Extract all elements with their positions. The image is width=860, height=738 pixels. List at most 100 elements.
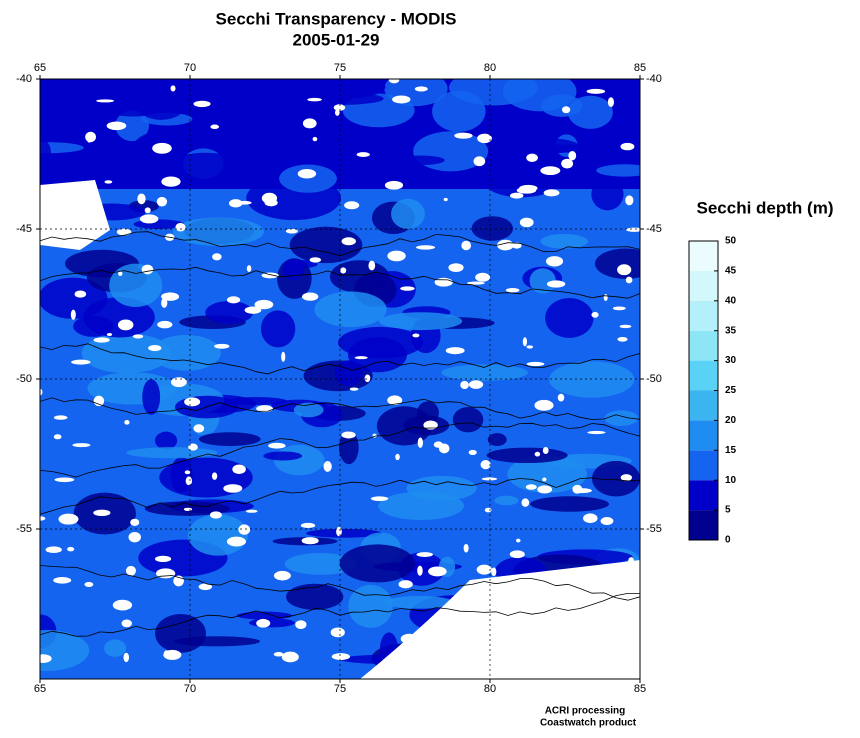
- map-frame: [39, 78, 641, 680]
- cloud-patch: [620, 142, 635, 151]
- cloud-patch: [443, 197, 448, 202]
- cloud-patch: [543, 189, 560, 197]
- water-patch: [104, 639, 127, 657]
- cloud-patch: [281, 351, 286, 362]
- cloud-patch: [232, 464, 246, 475]
- cloud-patch: [118, 271, 123, 277]
- cloud-patch: [526, 153, 538, 162]
- water-patch: [540, 233, 589, 249]
- water-patch: [286, 583, 344, 610]
- water-patch: [487, 433, 507, 447]
- cloud-patch: [312, 136, 318, 142]
- map-subtitle: 2005-01-29: [293, 30, 380, 49]
- cloud-patch: [185, 476, 193, 486]
- cloud-patch: [238, 524, 251, 535]
- cloud-patch: [198, 583, 213, 591]
- water-patch: [293, 402, 324, 418]
- x-tick-label: 75: [334, 683, 346, 695]
- water-patch: [376, 406, 433, 446]
- water-patch: [604, 410, 639, 426]
- cloud-patch: [112, 599, 133, 611]
- cloud-patch: [184, 470, 191, 475]
- cloud-patch: [40, 180, 110, 250]
- cloud-patch: [273, 652, 284, 657]
- cloud-patch: [423, 420, 438, 430]
- cloud-patch: [509, 550, 525, 559]
- cloud-patch: [121, 619, 132, 628]
- colorbar-tick-label: 45: [725, 266, 737, 277]
- cloud-patch: [58, 513, 79, 525]
- cloud-patch: [473, 156, 486, 167]
- cloud-patch: [157, 320, 173, 329]
- water-patch: [339, 544, 416, 583]
- water-patch: [155, 614, 207, 653]
- cloud-patch: [468, 380, 484, 389]
- cloud-patch: [156, 196, 168, 207]
- colorbar-bin: [689, 300, 718, 331]
- cloud-patch: [175, 223, 186, 232]
- cloud-patch: [542, 477, 547, 482]
- water-patch: [529, 268, 556, 294]
- cloud-patch: [364, 374, 371, 383]
- map-image: [40, 79, 640, 679]
- cloud-patch: [163, 649, 182, 660]
- cloud-patch: [334, 109, 340, 116]
- water-patch: [73, 315, 114, 337]
- y-tick-label: -40: [646, 73, 662, 85]
- cloud-patch: [297, 168, 317, 179]
- cloud-patch: [625, 227, 640, 232]
- cloud-patch: [124, 420, 130, 425]
- cloud-patch: [161, 298, 168, 308]
- cloud-patch: [568, 150, 577, 161]
- cloud-patch: [309, 257, 322, 263]
- cloud-patch: [468, 449, 477, 456]
- x-tick-label: 85: [634, 683, 646, 695]
- cloud-patch: [491, 567, 497, 577]
- cloud-patch: [349, 387, 359, 391]
- cloud-patch: [476, 564, 492, 575]
- cloud-patch: [268, 442, 286, 449]
- cloud-patch: [85, 131, 96, 143]
- cloud-patch: [370, 496, 389, 501]
- water-patch: [484, 166, 559, 198]
- water-patch: [385, 595, 454, 609]
- cloud-patch: [53, 577, 72, 584]
- cloud-patch: [117, 319, 134, 331]
- water-patch: [339, 164, 412, 184]
- y-tick-label: -50: [646, 373, 662, 385]
- water-patch: [260, 310, 296, 348]
- water-patch: [198, 432, 261, 447]
- cloud-patch: [428, 566, 447, 577]
- water-patch: [452, 407, 484, 433]
- water-patch: [567, 95, 613, 129]
- cloud-patch: [481, 477, 498, 481]
- cloud-patch: [534, 399, 554, 411]
- cloud-patch: [603, 294, 608, 301]
- y-tick-label: -45: [646, 223, 662, 235]
- cloud-patch: [521, 498, 530, 507]
- colorbar-bin: [689, 510, 718, 540]
- cloud-patch: [307, 97, 322, 102]
- cloud-patch: [414, 86, 428, 92]
- water-patch: [40, 139, 51, 166]
- bathymetry-contour: [40, 565, 640, 601]
- water-patch: [339, 430, 359, 465]
- cloud-patch: [505, 288, 520, 293]
- x-tick-label: 80: [484, 62, 496, 74]
- cloud-patch: [619, 324, 632, 329]
- cloud-patch: [71, 359, 91, 365]
- colorbar-bin: [689, 480, 718, 511]
- cloud-patch: [228, 199, 243, 208]
- water-patch: [226, 397, 287, 406]
- cloud-patch: [170, 85, 176, 92]
- cloud-patch: [302, 118, 317, 129]
- cloud-patch: [620, 474, 633, 482]
- colorbar-tick-label: 20: [725, 415, 737, 426]
- cloud-patch: [368, 260, 376, 271]
- water-patch: [248, 618, 295, 628]
- cloud-patch: [323, 461, 332, 472]
- cloud-patch: [400, 286, 415, 291]
- water-patch: [126, 447, 218, 459]
- cloud-patch: [512, 242, 522, 249]
- colorbar-tick-label: 30: [725, 355, 737, 366]
